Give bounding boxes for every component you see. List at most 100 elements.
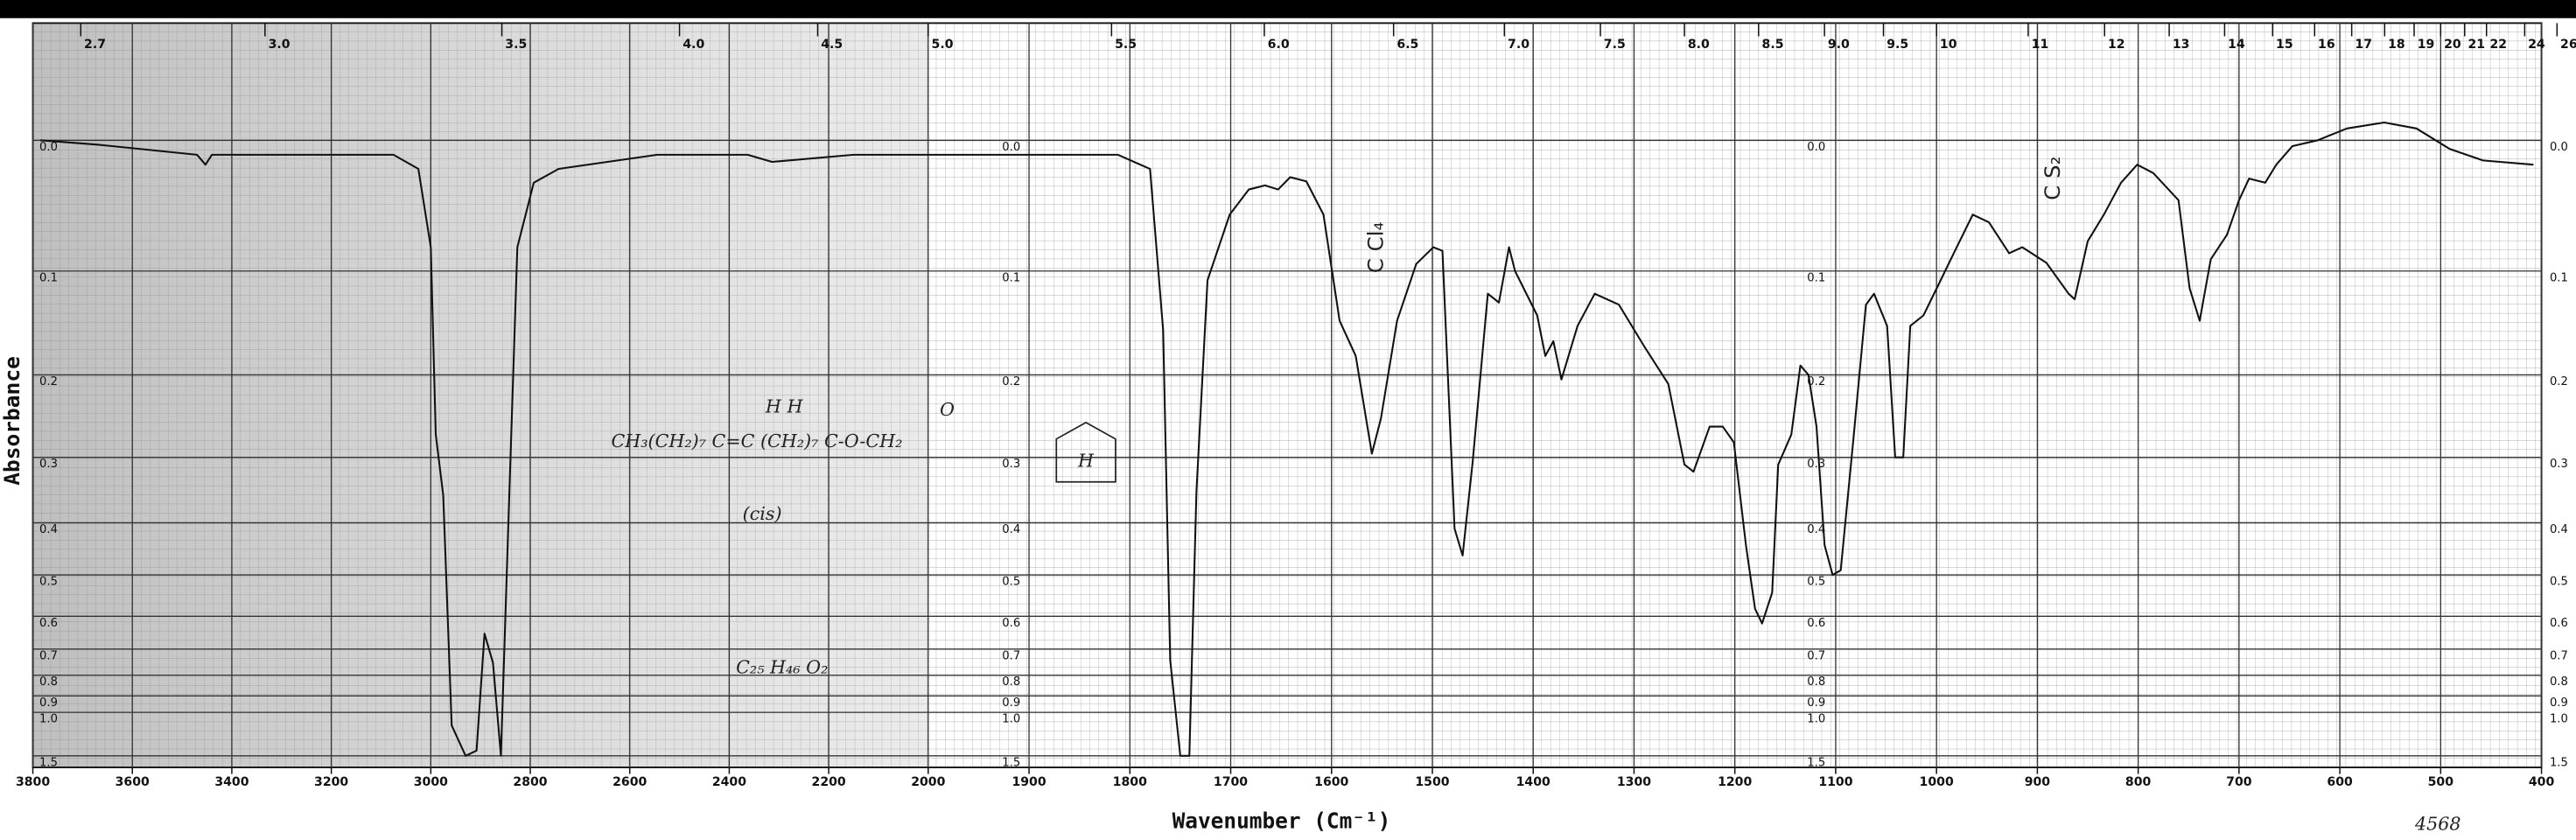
y-tick-label: 1.0 <box>1002 713 1020 726</box>
x2-tick-label: 13 <box>2173 38 2190 52</box>
y-tick-label: 0.1 <box>39 271 58 284</box>
x2-tick-label: 4.5 <box>821 38 843 52</box>
x2-tick-label: 26 <box>2560 38 2576 52</box>
x-tick-label: 3400 <box>214 775 248 789</box>
y-tick-label: 0.8 <box>1807 676 1825 689</box>
x2-tick-label: 11 <box>2032 38 2049 52</box>
x-tick-label: 1900 <box>1012 775 1046 789</box>
annotation: O <box>940 399 955 420</box>
y-tick-label: 0.9 <box>1807 696 1825 710</box>
y-tick-label: 1.0 <box>39 713 58 726</box>
y-tick-label: 0.1 <box>2550 271 2568 284</box>
y-tick-label: 0.6 <box>1002 617 1020 630</box>
annotation: C S₂ <box>2040 157 2065 200</box>
y-tick-label: 0.2 <box>1807 375 1825 388</box>
x2-tick-label: 7.5 <box>1604 38 1626 52</box>
y-tick-label: 0.7 <box>2550 649 2568 662</box>
x-tick-label: 800 <box>2125 775 2152 789</box>
y-tick-label: 0.4 <box>2550 523 2568 536</box>
x2-tick-label: 22 <box>2489 38 2507 52</box>
y-tick-label: 0.7 <box>1002 649 1020 662</box>
x-tick-label: 1800 <box>1113 775 1147 789</box>
y-tick-label: 0.8 <box>39 676 58 689</box>
y-tick-label: 0.0 <box>2550 141 2568 154</box>
y-tick-label: 0.4 <box>1807 523 1825 536</box>
y-tick-label: 0.2 <box>1002 375 1020 388</box>
x-tick-label: 500 <box>2428 775 2454 789</box>
x-tick-label: 2000 <box>911 775 945 789</box>
x-tick-label: 2400 <box>712 775 746 789</box>
y-tick-label: 0.4 <box>39 523 58 536</box>
annotation: C Cl₄ <box>1362 221 1388 273</box>
x-tick-label: 1300 <box>1617 775 1651 789</box>
y-tick-label: 1.5 <box>39 756 58 769</box>
x2-tick-label: 14 <box>2228 38 2245 52</box>
y-tick-label: 0.0 <box>1002 141 1020 154</box>
y-tick-label: 0.2 <box>39 375 58 388</box>
x-axis-label: Wavenumber (Cm⁻¹) <box>1172 808 1391 833</box>
x2-tick-label: 6.0 <box>1268 38 1290 52</box>
y-tick-label: 0.6 <box>1807 617 1825 630</box>
x-tick-label: 1600 <box>1314 775 1348 789</box>
y-tick-label: 1.5 <box>2550 756 2568 769</box>
x2-tick-label: 6.5 <box>1396 38 1418 52</box>
y-tick-label: 0.3 <box>2550 458 2568 471</box>
plot: 0.0 0.0 0.0 0.0 0.1 0.1 0.1 0.1 0.2 0.2 0.2 0.2 0.3 0… <box>16 23 2576 835</box>
x-tick-label: 1700 <box>1214 775 1248 789</box>
y-tick-label: 0.3 <box>1807 458 1825 471</box>
annotation: H <box>1077 451 1095 472</box>
x2-tick-label: 2.7 <box>84 38 106 52</box>
y-tick-label: 0.5 <box>39 576 58 589</box>
y-tick-label: 0.5 <box>1002 576 1020 589</box>
top-bar <box>0 0 2576 18</box>
y-axis-label: Absorbance <box>0 356 24 486</box>
x-tick-label: 2600 <box>612 775 647 789</box>
y-tick-label: 0.0 <box>39 141 58 154</box>
x2-tick-label: 3.5 <box>505 38 527 52</box>
x-tick-label: 400 <box>2529 775 2555 789</box>
x2-tick-label: 15 <box>2276 38 2293 52</box>
x2-tick-label: 7.0 <box>1508 38 1530 52</box>
y-tick-label: 0.7 <box>39 649 58 662</box>
y-tick-label: 1.5 <box>1807 756 1825 769</box>
y-tick-label: 1.0 <box>1807 713 1825 726</box>
y-tick-label: 0.8 <box>1002 676 1020 689</box>
x2-tick-label: 19 <box>2418 38 2435 52</box>
x2-tick-label: 12 <box>2108 38 2125 52</box>
y-tick-label: 0.5 <box>2550 576 2568 589</box>
x2-tick-label: 10 <box>1940 38 1957 52</box>
y-tick-label: 1.5 <box>1002 756 1020 769</box>
x-tick-label: 2200 <box>812 775 846 789</box>
x-tick-label: 1200 <box>1718 775 1752 789</box>
y-tick-label: 0.3 <box>1002 458 1020 471</box>
x-tick-label: 3200 <box>314 775 348 789</box>
y-tick-label: 0.7 <box>1807 649 1825 662</box>
y-tick-label: 0.6 <box>2550 617 2568 630</box>
x2-tick-label: 9.0 <box>1828 38 1850 52</box>
y-tick-label: 0.5 <box>1807 576 1825 589</box>
x2-tick-label: 24 <box>2528 38 2545 52</box>
x-tick-label: 1500 <box>1415 775 1449 789</box>
annotation: (cis) <box>743 503 782 524</box>
scan-shading <box>32 23 928 768</box>
y-tick-label: 0.2 <box>2550 375 2568 388</box>
x2-tick-label: 8.5 <box>1762 38 1784 52</box>
x-tick-label: 3600 <box>116 775 150 789</box>
y-tick-label: 0.3 <box>39 458 58 471</box>
y-tick-label: 0.6 <box>39 617 58 630</box>
x-tick-label: 2800 <box>513 775 547 789</box>
x-tick-label: 3800 <box>16 775 50 789</box>
x2-tick-label: 5.5 <box>1115 38 1137 52</box>
x-tick-label: 900 <box>2025 775 2051 789</box>
x2-tick-label: 4.0 <box>682 38 704 52</box>
y-tick-label: 0.9 <box>1002 696 1020 710</box>
x2-tick-label: 5.0 <box>932 38 954 52</box>
x-tick-label: 3000 <box>414 775 448 789</box>
y-tick-label: 1.0 <box>2550 713 2568 726</box>
x2-tick-label: 16 <box>2318 38 2335 52</box>
x2-tick-label: 18 <box>2388 38 2405 52</box>
x2-tick-label: 3.0 <box>269 38 290 52</box>
x-tick-label: 1400 <box>1516 775 1550 789</box>
y-tick-label: 0.9 <box>39 696 58 710</box>
